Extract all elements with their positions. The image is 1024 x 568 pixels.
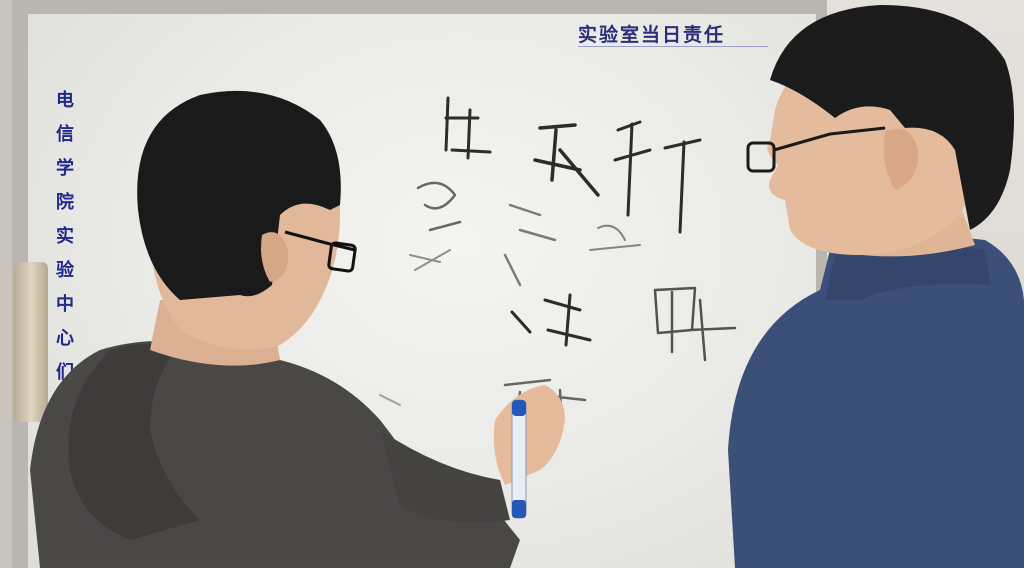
scribble-stroke [533, 123, 600, 197]
scribble-stroke [444, 96, 492, 160]
vertical-char: 验 [56, 260, 74, 281]
left-person-ear [261, 232, 289, 282]
vertical-char: 实 [56, 226, 74, 247]
left-person-arm [380, 430, 510, 523]
vertical-char: 电 [56, 90, 74, 111]
scribble-stroke [589, 224, 641, 251]
right-person-ear [883, 128, 919, 190]
whiteboard-marker-icon [511, 399, 527, 519]
vertical-char: 心 [56, 328, 74, 349]
scribble-stroke [653, 286, 737, 362]
right-person-sweater [728, 236, 1024, 568]
scribble-stroke [503, 203, 557, 287]
scribble-stroke [416, 181, 462, 232]
left-person-hood [68, 343, 200, 540]
vertical-char: 学 [56, 158, 74, 179]
left-person-hair [137, 90, 341, 300]
board-header-text: 实验室当日责任 [578, 24, 726, 46]
whiteboard-side-rail [14, 262, 48, 422]
board-header-underline [578, 46, 768, 47]
vertical-char: 院 [56, 192, 74, 213]
scribble-stroke [510, 293, 592, 347]
eyeglasses-icon [746, 126, 886, 173]
right-person-collar [825, 246, 990, 300]
right-person-hair [770, 5, 1014, 230]
eyeglasses-icon [284, 230, 357, 273]
scribble-stroke [409, 249, 451, 271]
vertical-char: 信 [56, 124, 74, 145]
vertical-char: 中 [56, 294, 74, 315]
scribble-stroke [613, 120, 702, 234]
